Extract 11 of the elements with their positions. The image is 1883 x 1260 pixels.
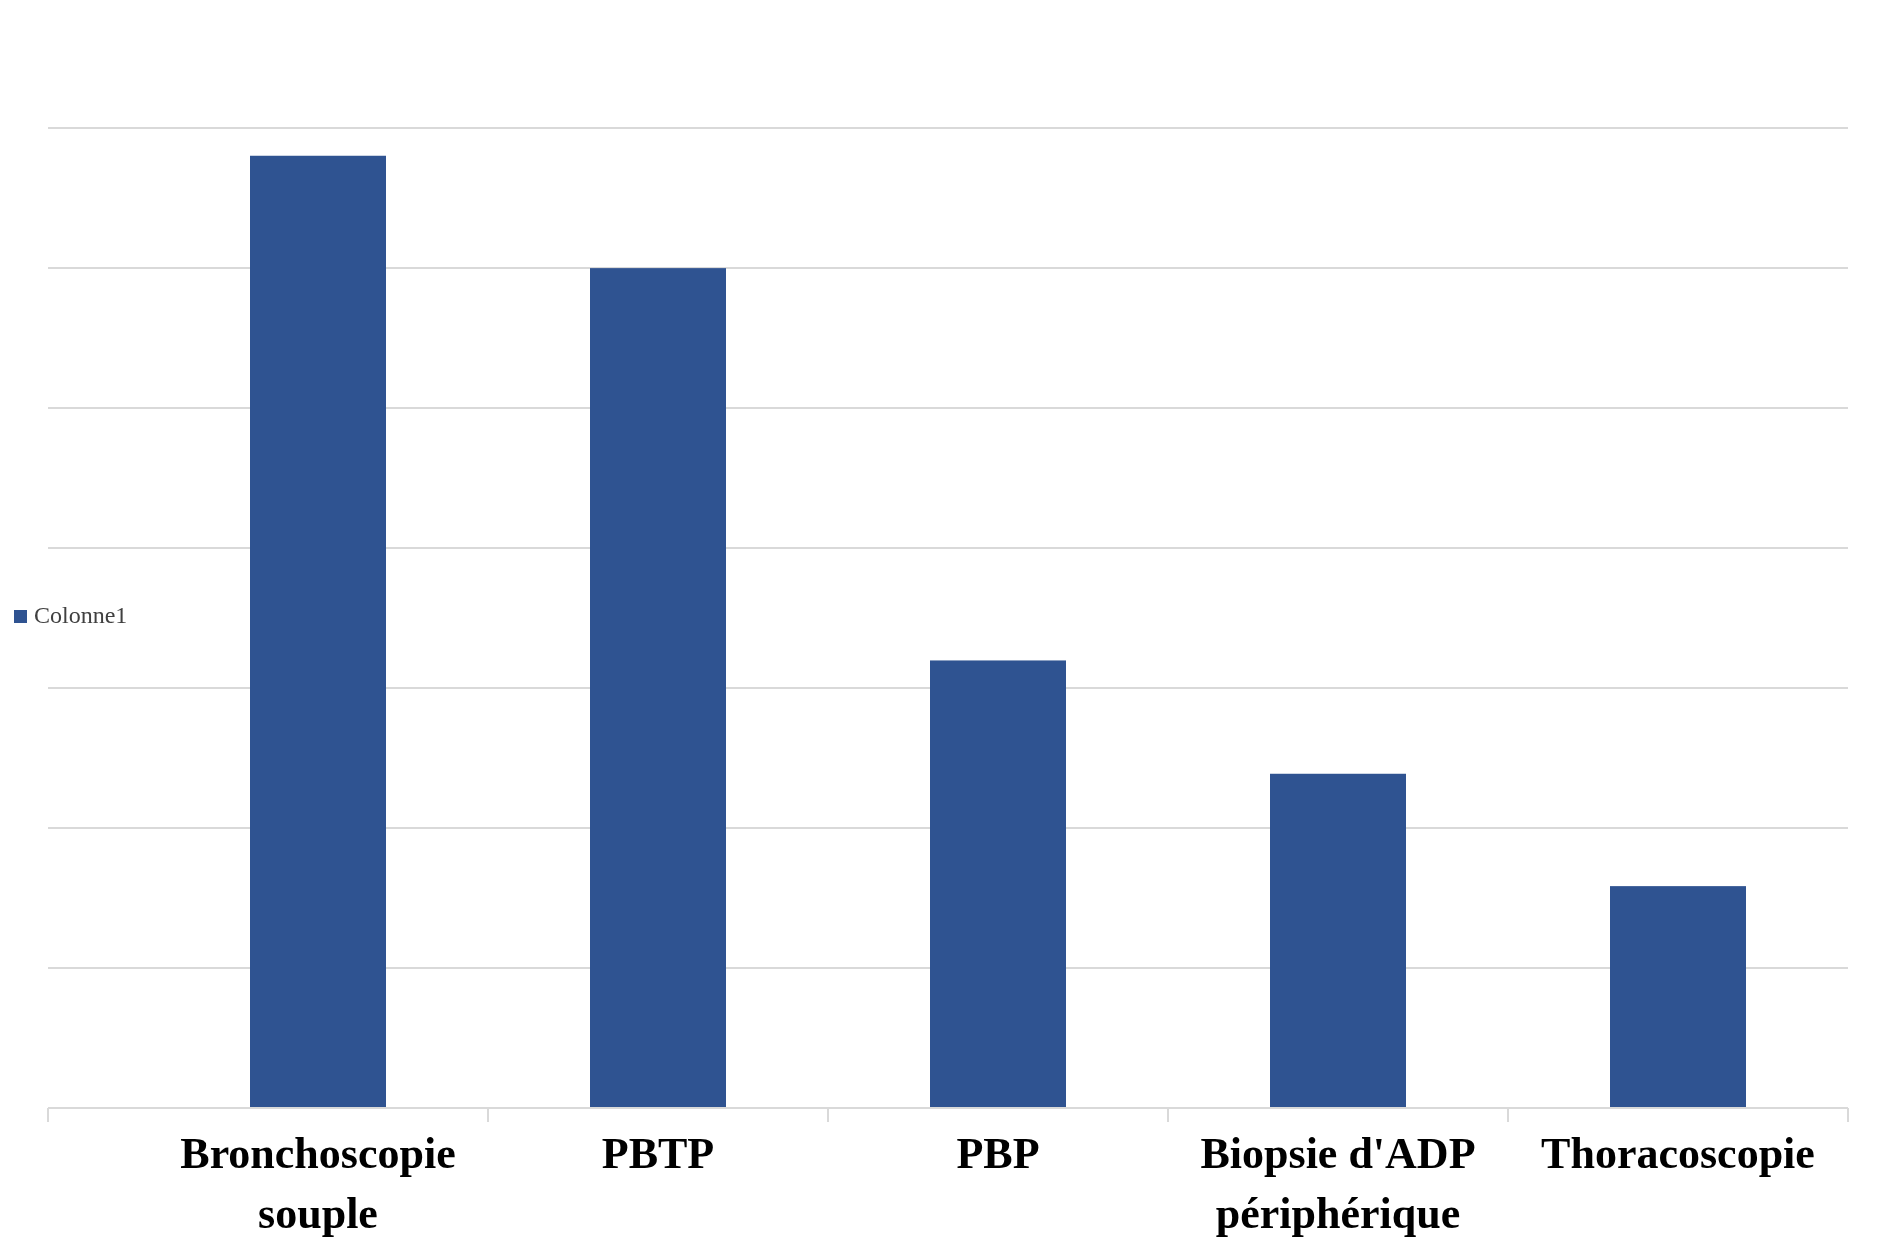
x-tick-label: Biopsie d'ADP périphérique (1200, 1129, 1476, 1238)
bar (1270, 773, 1406, 1108)
x-tick-label: PBTP (601, 1129, 715, 1178)
x-tick-label: Thoracoscopie (1541, 1129, 1815, 1178)
bar (930, 660, 1066, 1108)
legend-label: Colonne1 (34, 602, 128, 628)
bar (250, 155, 386, 1108)
x-tick-label: PBP (956, 1129, 1040, 1178)
bar (590, 268, 726, 1108)
x-tick-label: Bronchoscopie souple (180, 1129, 456, 1238)
bar (1610, 886, 1746, 1108)
